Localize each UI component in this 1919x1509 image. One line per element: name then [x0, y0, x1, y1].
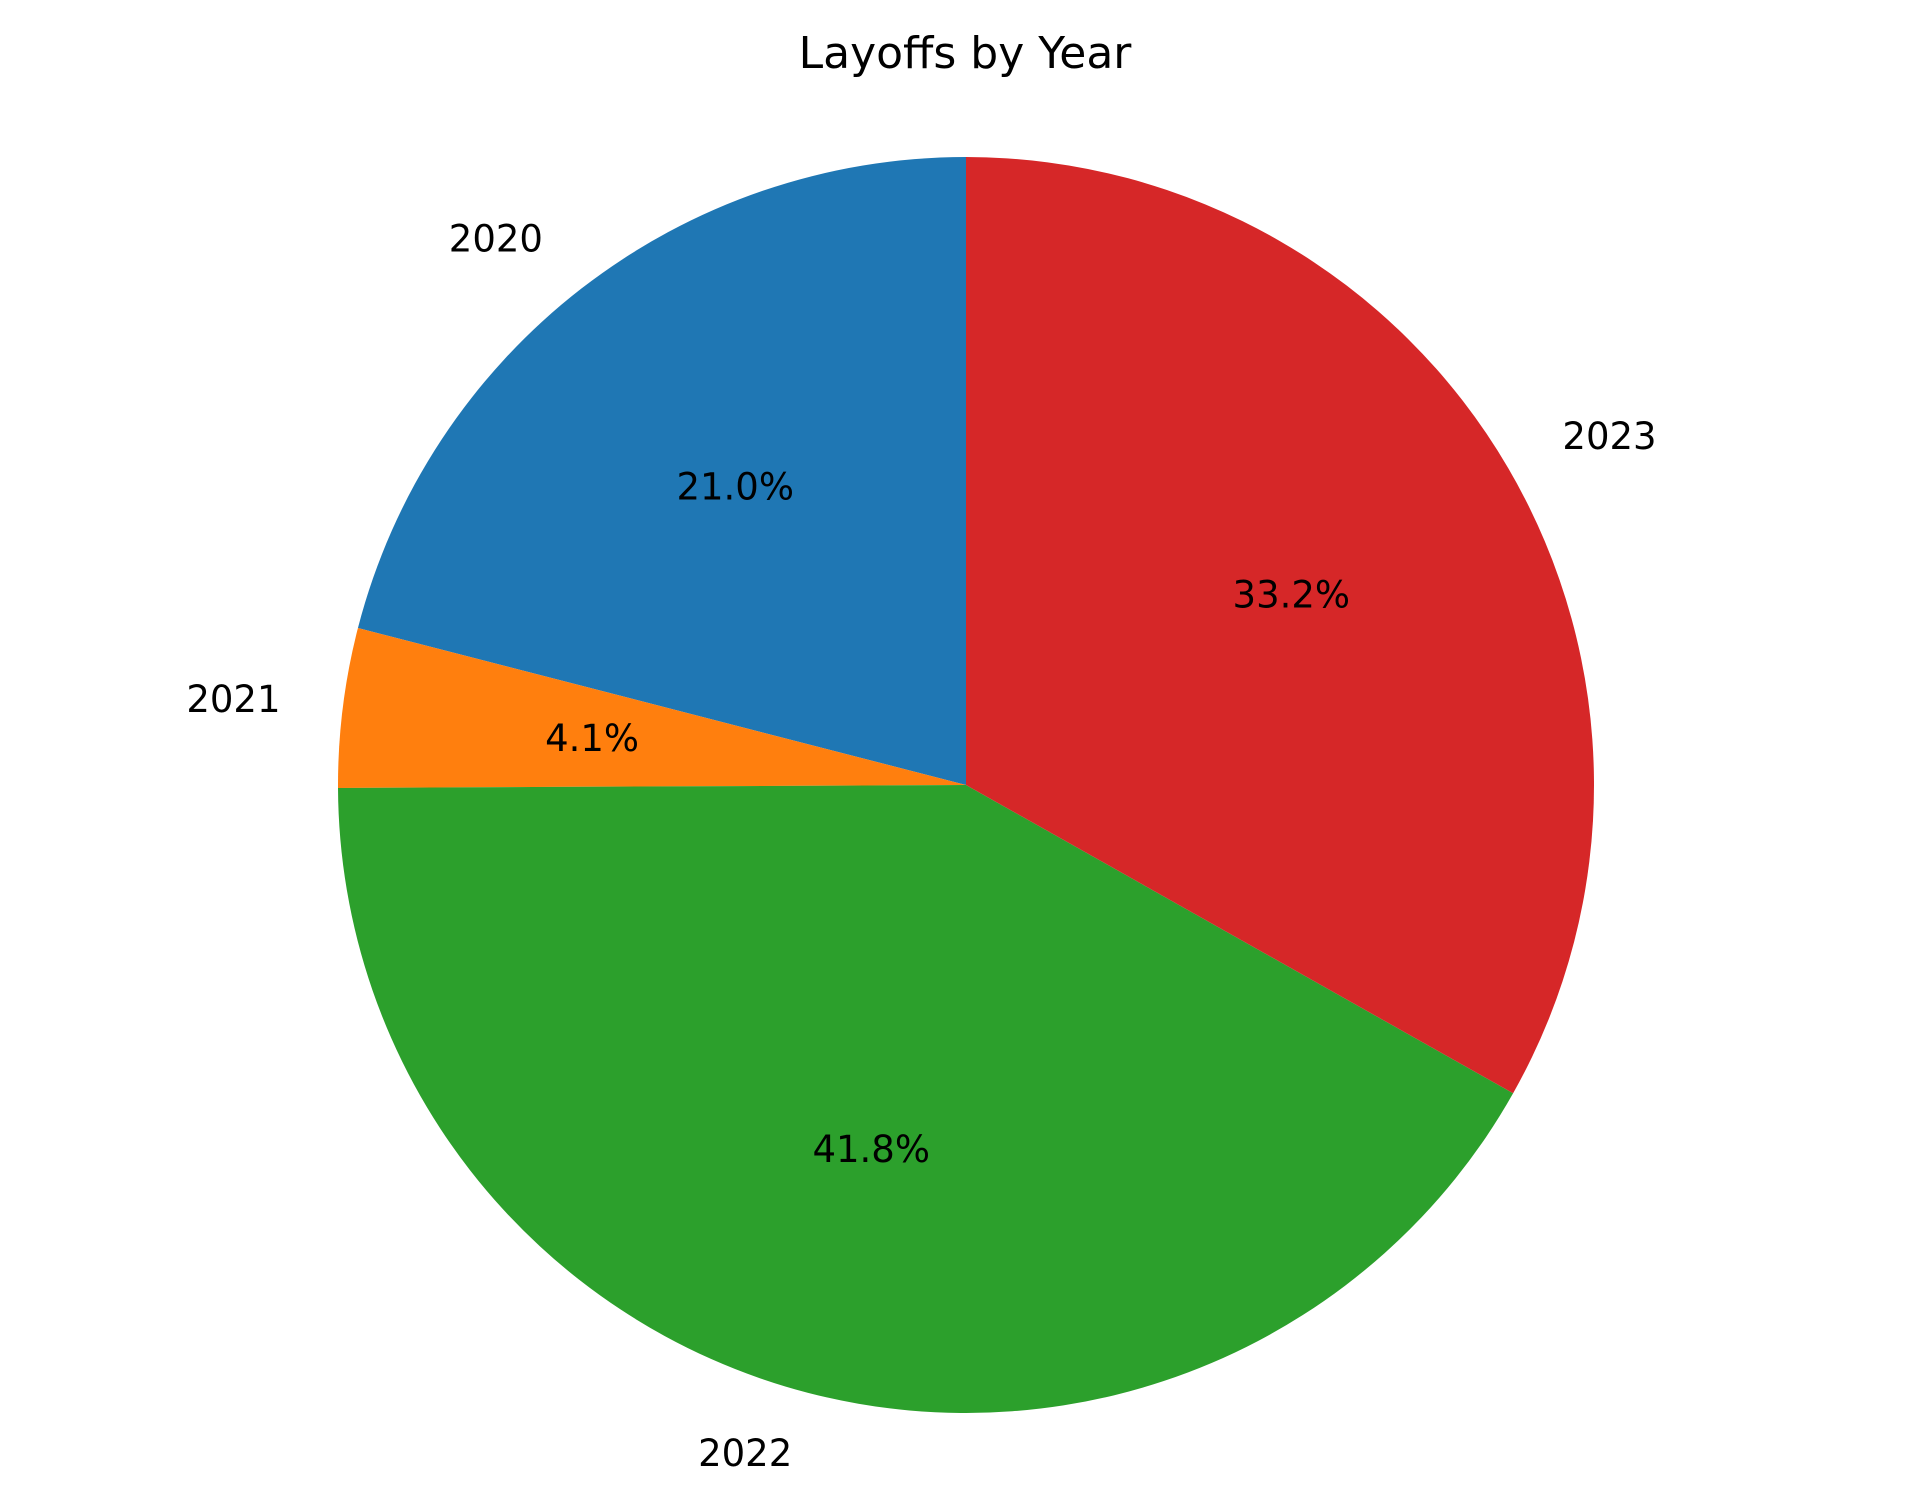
pie-labels: 21.0% 2020 4.1% 2021 41.8% 2022 33.2% 2023	[186, 217, 1656, 1475]
pie-slice-2023	[966, 157, 1595, 1094]
pie-category-label-2022: 2022	[698, 1432, 792, 1475]
pie-category-label-2023: 2023	[1562, 415, 1656, 458]
pie-slice-2022	[338, 785, 1514, 1413]
pie-slice-2020	[357, 157, 966, 785]
pie-value-label-2020: 21.0%	[676, 466, 794, 509]
pie-slice-2021	[338, 628, 966, 788]
pie-value-label-2023: 33.2%	[1233, 573, 1351, 616]
pie-value-label-2021: 4.1%	[545, 717, 639, 760]
pie-value-label-2022: 41.8%	[812, 1128, 930, 1171]
pie-slices	[338, 157, 1595, 1413]
pie-category-label-2021: 2021	[186, 678, 280, 721]
chart-title: Layoffs by Year	[799, 28, 1133, 79]
pie-category-label-2020: 2020	[449, 217, 543, 260]
